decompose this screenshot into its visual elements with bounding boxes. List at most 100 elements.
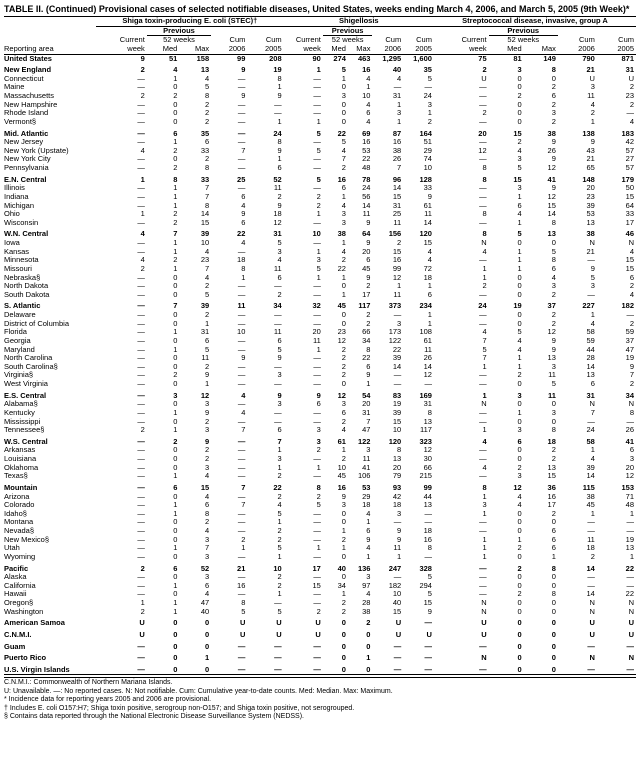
data-cell: — bbox=[284, 553, 323, 562]
data-cell: 15 bbox=[372, 608, 403, 617]
data-cell: 7 bbox=[211, 426, 247, 435]
data-cell: 1 bbox=[434, 493, 489, 502]
data-cell: 0 bbox=[323, 654, 348, 663]
data-cell: — bbox=[247, 654, 283, 663]
data-cell: 4 bbox=[597, 291, 636, 300]
data-cell: 1 bbox=[434, 265, 489, 274]
data-cell: U bbox=[558, 631, 597, 640]
data-cell: 0 bbox=[147, 619, 180, 628]
data-cell: 11 bbox=[372, 291, 403, 300]
data-cell: — bbox=[96, 666, 147, 675]
data-cell: 4 bbox=[323, 426, 348, 435]
data-cell: 2 bbox=[247, 291, 283, 300]
data-cell: 0 bbox=[323, 666, 348, 675]
data-cell: N bbox=[558, 654, 597, 663]
data-cell: U bbox=[247, 631, 283, 640]
data-cell: 2 bbox=[558, 553, 597, 562]
data-cell: 6 bbox=[558, 380, 597, 389]
data-cell: — bbox=[558, 666, 597, 675]
data-cell: 81 bbox=[489, 54, 524, 63]
data-cell: 1 bbox=[372, 118, 403, 127]
data-cell: 1 bbox=[434, 274, 489, 283]
data-cell: 1 bbox=[284, 118, 323, 127]
data-cell: — bbox=[211, 654, 247, 663]
data-cell: — bbox=[96, 472, 147, 481]
data-cell: 1 bbox=[147, 608, 180, 617]
data-cell: 57 bbox=[597, 164, 636, 173]
data-cell: 8 bbox=[179, 164, 211, 173]
column-labels: Reporting area week Med Max 2006 2005 we… bbox=[4, 45, 636, 54]
data-cell: — bbox=[434, 291, 489, 300]
data-cell: U bbox=[96, 631, 147, 640]
data-cell: U bbox=[211, 631, 247, 640]
data-cell: — bbox=[284, 164, 323, 173]
data-cell: 2 bbox=[524, 118, 558, 127]
data-cell: — bbox=[403, 643, 434, 652]
data-cell: U bbox=[403, 631, 434, 640]
data-cell: 2 bbox=[323, 164, 348, 173]
data-cell: 6 bbox=[247, 164, 283, 173]
data-cell: — bbox=[597, 666, 636, 675]
data-cell: 0 bbox=[489, 654, 524, 663]
data-cell: — bbox=[434, 202, 489, 211]
data-cell: — bbox=[372, 654, 403, 663]
data-cell: 3 bbox=[489, 472, 524, 481]
data-cell: 790 bbox=[558, 54, 597, 63]
data-cell: 75 bbox=[434, 54, 489, 63]
data-cell: 1 bbox=[434, 544, 489, 553]
data-cell: 1 bbox=[597, 553, 636, 562]
footnotes: C.N.M.I.: Commonwealth of Northern Maria… bbox=[4, 677, 636, 721]
data-cell: 0 bbox=[489, 118, 524, 127]
data-cell: 9 bbox=[96, 54, 147, 63]
data-cell: 0 bbox=[489, 380, 524, 389]
data-cell: 11 bbox=[372, 219, 403, 228]
data-cell: 2 bbox=[323, 608, 348, 617]
data-cell: — bbox=[434, 380, 489, 389]
table-row: Vermont§—02—110412—0214 bbox=[4, 118, 636, 127]
data-cell: 0 bbox=[323, 619, 348, 628]
data-cell: — bbox=[96, 138, 147, 147]
data-cell: 149 bbox=[524, 54, 558, 63]
data-cell: U bbox=[597, 631, 636, 640]
data-cell: 6 bbox=[211, 219, 247, 228]
data-cell: 0 bbox=[348, 666, 373, 675]
data-cell: 3 bbox=[179, 553, 211, 562]
data-cell: 0 bbox=[489, 666, 524, 675]
data-cell: — bbox=[96, 118, 147, 127]
data-cell: — bbox=[558, 291, 597, 300]
data-cell: — bbox=[96, 418, 147, 427]
data-cell: 0 bbox=[323, 631, 348, 640]
data-cell: 9 bbox=[403, 608, 434, 617]
data-cell: 0 bbox=[147, 631, 180, 640]
data-cell: 274 bbox=[323, 54, 348, 63]
area-cell: Texas§ bbox=[4, 472, 96, 481]
data-cell: — bbox=[284, 654, 323, 663]
data-cell: — bbox=[247, 666, 283, 675]
data-cell: — bbox=[434, 472, 489, 481]
data-cell: 0 bbox=[524, 608, 558, 617]
data-cell: 5 bbox=[434, 346, 489, 355]
data-cell: 2 bbox=[247, 472, 283, 481]
data-cell: 2 bbox=[147, 164, 180, 173]
data-cell: 1 bbox=[348, 553, 373, 562]
data-cell: 0 bbox=[489, 608, 524, 617]
data-cell: 12 bbox=[247, 219, 283, 228]
data-cell: — bbox=[403, 619, 434, 628]
data-cell: 47 bbox=[348, 426, 373, 435]
data-cell: 1 bbox=[323, 291, 348, 300]
data-cell: — bbox=[403, 553, 434, 562]
data-cell: — bbox=[403, 654, 434, 663]
data-cell: 38 bbox=[348, 608, 373, 617]
data-cell: 26 bbox=[597, 426, 636, 435]
data-cell: 0 bbox=[147, 291, 180, 300]
data-cell: 12 bbox=[597, 472, 636, 481]
area-cell: Vermont§ bbox=[4, 118, 96, 127]
data-cell: 2 bbox=[179, 118, 211, 127]
data-cell: 6 bbox=[247, 426, 283, 435]
data-cell: 99 bbox=[211, 54, 247, 63]
data-cell: 0 bbox=[179, 643, 211, 652]
data-cell: 0 bbox=[524, 654, 558, 663]
data-cell: 4 bbox=[179, 472, 211, 481]
data-cell: 48 bbox=[348, 164, 373, 173]
table-title: TABLE II. (Continued) Provisional cases … bbox=[4, 4, 636, 14]
